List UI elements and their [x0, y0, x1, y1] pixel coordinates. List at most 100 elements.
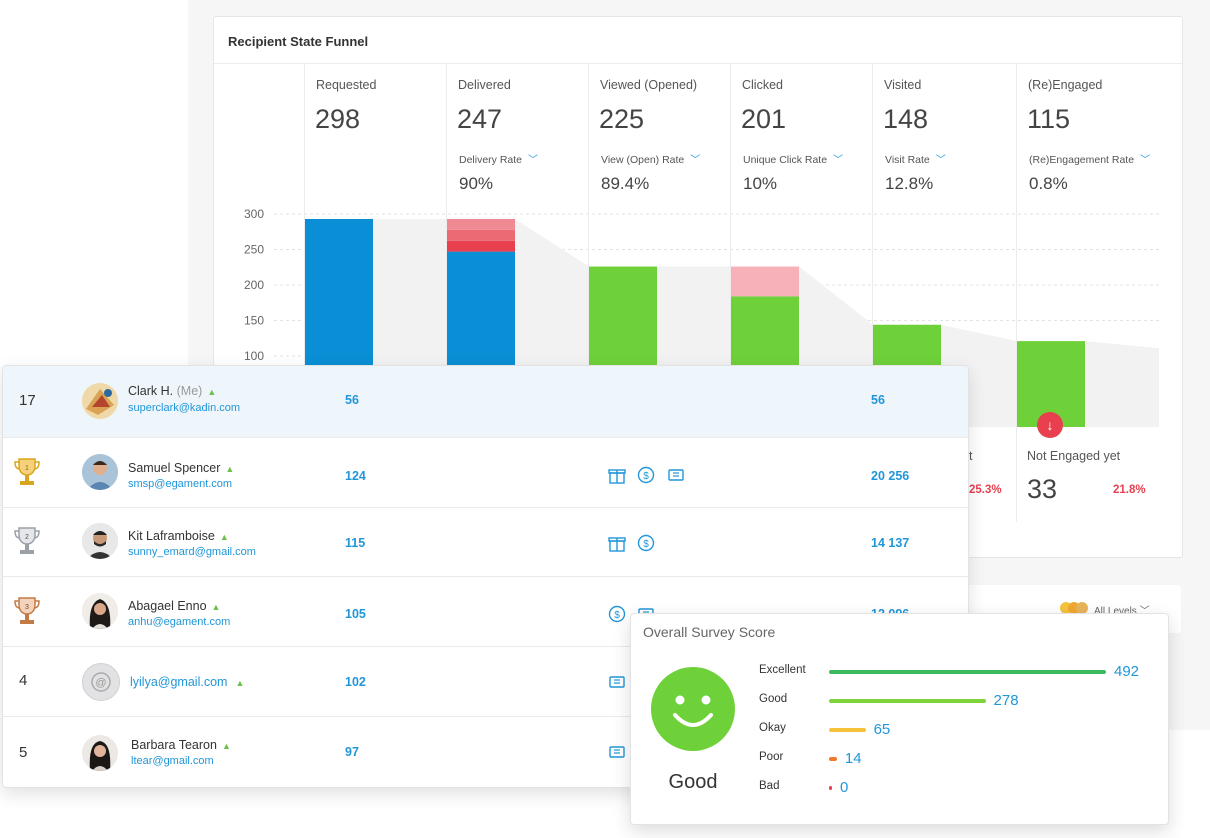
table-row[interactable]: 2 Kit Laframboise ▲ sunny_emard@gmail.com…	[3, 507, 968, 577]
smiley-face-icon	[651, 667, 735, 751]
rate-dropdown[interactable]: Unique Click Rate ﹀	[743, 151, 843, 166]
stage-count: 225	[599, 104, 645, 134]
score: 102	[345, 675, 366, 689]
ticket-icon[interactable]	[608, 743, 626, 761]
divider	[214, 63, 1182, 64]
y-tick-label: 100	[244, 349, 264, 363]
not-engaged-count: 33	[1027, 474, 1058, 504]
survey-bar-okay[interactable]	[829, 728, 866, 732]
user-email[interactable]: sunny_emard@gmail.com	[128, 546, 256, 558]
stage-requested[interactable]: Requested 298	[304, 64, 447, 522]
total: 56	[871, 393, 885, 407]
silver-trophy-icon: 2	[14, 527, 40, 554]
survey-title: Overall Survey Score	[643, 624, 776, 640]
reward-icons	[608, 743, 633, 763]
stage-name: Requested	[316, 78, 377, 92]
rate-dropdown[interactable]: Visit Rate ﹀	[885, 151, 946, 166]
stage-name: Viewed (Opened)	[600, 78, 698, 92]
user-name: Samuel Spencer ▲	[128, 461, 234, 475]
score: 115	[345, 536, 366, 550]
level-dot	[1076, 602, 1088, 614]
stage-name: Visited	[884, 78, 922, 92]
stage-reengaged[interactable]: (Re)Engaged 115 (Re)Engagement Rate ﹀ 0.8…	[1016, 64, 1182, 522]
partial-pct: 25.3%	[969, 484, 1002, 496]
bar-2-failed-segment[interactable]	[447, 240, 515, 252]
rate-label: View (Open) Rate	[601, 154, 685, 166]
arrow-down-icon: ↓	[1037, 412, 1063, 438]
svg-text:$: $	[644, 471, 650, 482]
card-title: Recipient State Funnel	[228, 34, 369, 49]
survey-label-good: Good	[759, 693, 788, 705]
coin-icon[interactable]: $	[608, 605, 626, 623]
svg-text:$: $	[614, 610, 620, 621]
name-text: Kit Laframboise	[128, 529, 215, 543]
survey-bar-excellent[interactable]	[829, 670, 1106, 674]
name-text: Samuel Spencer	[128, 461, 221, 475]
survey-value-excellent: 492	[1114, 663, 1140, 680]
coin-icon[interactable]: $	[637, 534, 655, 552]
rate-label: Delivery Rate	[459, 154, 523, 166]
rate-dropdown[interactable]: View (Open) Rate ﹀	[601, 151, 700, 166]
gift-icon[interactable]	[608, 466, 626, 484]
rank-number: 2	[25, 534, 29, 541]
triangle-up-icon: ▲	[219, 532, 229, 542]
score: 124	[345, 469, 366, 483]
gold-trophy-icon: 1	[14, 458, 40, 485]
survey-bar-poor[interactable]	[829, 757, 837, 761]
stage-visited[interactable]: Visited 148 Visit Rate ﹀ 12.8%	[872, 64, 1015, 522]
chevron-down-icon: ﹀	[528, 155, 539, 166]
table-row[interactable]: 17 Clark H. (Me) ▲ superclark@kadin.com 5…	[3, 366, 968, 438]
bar-4-drop-segment[interactable]	[731, 266, 799, 297]
table-row[interactable]: 5 Barbara Tearon ▲ ltear@gmail.com 97	[3, 716, 968, 787]
user-email[interactable]: superclark@kadin.com	[128, 402, 241, 414]
user-email[interactable]: ltear@gmail.com	[131, 755, 214, 767]
levels-dropdown[interactable]: All Levels ﹀	[1094, 602, 1150, 617]
survey-bar-good[interactable]	[829, 699, 986, 703]
avatar	[82, 383, 118, 419]
bar-2-failed-segment[interactable]	[447, 218, 515, 230]
user-email[interactable]: smsp@egament.com	[128, 478, 233, 490]
y-tick-label: 250	[244, 243, 264, 257]
stage-count: 201	[741, 104, 787, 134]
reward-icons: $	[608, 466, 692, 486]
table-row[interactable]: 1 Samuel Spencer ▲ smsp@egament.com 124 $…	[3, 437, 968, 508]
bar-2-failed-segment[interactable]	[447, 229, 515, 241]
user-email[interactable]: anhu@egament.com	[128, 616, 231, 628]
ticket-icon[interactable]	[608, 673, 626, 691]
user-name: Clark H. (Me) ▲	[128, 384, 216, 398]
y-tick-label: 300	[244, 207, 264, 221]
stage-rate: 12.8%	[885, 174, 934, 193]
stage-name: Clicked	[742, 78, 783, 92]
name-text: Barbara Tearon	[131, 738, 217, 752]
triangle-up-icon: ▲	[235, 678, 245, 688]
avatar	[82, 454, 118, 490]
survey-bar-bad[interactable]	[829, 786, 832, 790]
survey-verdict: Good	[668, 771, 718, 793]
gift-icon[interactable]	[608, 534, 626, 552]
stage-name: Delivered	[458, 78, 511, 92]
stage-viewed[interactable]: Viewed (Opened) 225 View (Open) Rate ﹀ 89…	[588, 64, 731, 522]
rank-number: 3	[25, 604, 29, 611]
coin-icon[interactable]: $	[637, 466, 655, 484]
rank-number: 1	[25, 465, 29, 472]
user-name: Barbara Tearon ▲	[131, 738, 231, 752]
triangle-up-icon: ▲	[225, 464, 235, 474]
user-name: Kit Laframboise ▲	[128, 529, 229, 543]
avatar	[82, 735, 118, 771]
user-email[interactable]: lyilya@gmail.com ▲	[130, 675, 244, 689]
rate-label: (Re)Engagement Rate	[1029, 154, 1135, 166]
stage-count: 148	[883, 104, 929, 134]
survey-value-bad: 0	[840, 779, 849, 796]
rate-dropdown[interactable]: Delivery Rate ﹀	[459, 151, 538, 166]
svg-text:@: @	[95, 677, 106, 689]
score: 105	[345, 607, 366, 621]
rate-dropdown[interactable]: (Re)Engagement Rate ﹀	[1029, 151, 1150, 166]
stage-count: 115	[1027, 104, 1071, 134]
stage-clicked[interactable]: Clicked 201 Unique Click Rate ﹀ 10%	[730, 64, 873, 522]
ticket-icon[interactable]	[667, 466, 685, 484]
table-row[interactable]: 4 @ lyilya@gmail.com ▲ 102	[3, 646, 968, 717]
overall-survey-score-card: Overall Survey Score Good Excellent 492 Go…	[630, 613, 1169, 825]
total: 20 256	[871, 469, 910, 483]
stage-delivered[interactable]: Delivered 247 Delivery Rate ﹀ 90%	[446, 64, 589, 522]
stage-name: (Re)Engaged	[1028, 78, 1103, 92]
